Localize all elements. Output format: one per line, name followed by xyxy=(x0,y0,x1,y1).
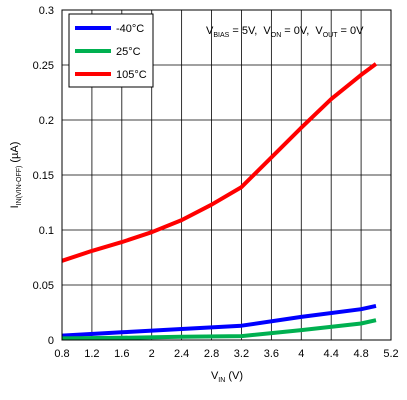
condition-annotation: VBIAS = 5V, VON = 0V, VOUT = 0V xyxy=(206,25,364,39)
y-tick-label: 0.15 xyxy=(33,170,54,182)
legend-label-0: -40°C xyxy=(116,23,144,35)
y-tick-label: 0.2 xyxy=(39,115,54,127)
x-tick-label: 0.8 xyxy=(54,348,69,360)
y-tick-label: 0.25 xyxy=(33,60,54,72)
x-tick-label: 3.6 xyxy=(264,348,279,360)
legend-label-2: 105°C xyxy=(116,69,147,81)
x-tick-label: 3.2 xyxy=(234,348,249,360)
x-tick-label: 2.8 xyxy=(204,348,219,360)
series-line-2 xyxy=(61,62,378,263)
series-line-1 xyxy=(61,318,377,341)
legend-label-1: 25°C xyxy=(116,46,141,58)
legend: -40°C 25°C 105°C xyxy=(68,13,154,88)
x-tick-label: 2 xyxy=(149,348,155,360)
y-tick-label: 0.1 xyxy=(39,225,54,237)
x-tick-label: 5.2 xyxy=(383,348,398,360)
series-layer xyxy=(61,62,378,341)
x-tick-label: 4.4 xyxy=(324,348,339,360)
x-tick-label: 2.4 xyxy=(174,348,189,360)
x-axis-title: VIN (V) xyxy=(211,370,243,384)
plot-frame xyxy=(61,9,392,341)
y-axis-title: IIN(VIN-OFF) (µA) xyxy=(9,142,23,209)
series-line-0 xyxy=(61,303,377,338)
x-tick-label: 1.2 xyxy=(84,348,99,360)
y-tick-label: 0 xyxy=(48,335,54,347)
x-tick-label: 1.6 xyxy=(114,348,129,360)
x-axis-ticks: 0.8 1.2 1.6 2 2.4 2.8 3.2 3.6 4 4.4 4.8 5.2 xyxy=(54,348,398,360)
x-tick-label: 4 xyxy=(298,348,304,360)
x-tick-label: 4.8 xyxy=(353,348,368,360)
y-axis-ticks: 0 0.05 0.1 0.15 0.2 0.25 0.3 xyxy=(33,5,54,347)
y-tick-label: 0.3 xyxy=(39,5,54,17)
y-tick-label: 0.05 xyxy=(33,280,54,292)
